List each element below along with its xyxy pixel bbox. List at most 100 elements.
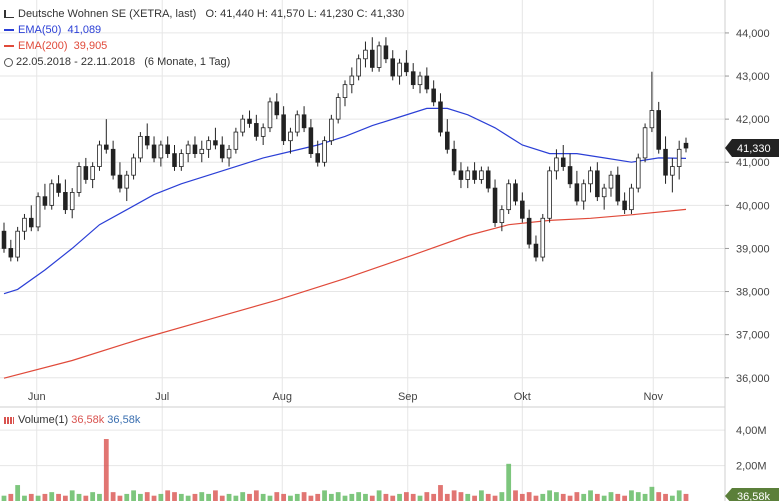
volume-value-red: 36,58k (71, 414, 105, 426)
volume-bar (144, 492, 150, 501)
volume-bar (22, 495, 27, 501)
candle (349, 67, 355, 94)
candle (179, 149, 184, 171)
candle-body (363, 49, 368, 60)
volume-bar (642, 493, 648, 501)
candle (247, 110, 252, 128)
candle (533, 235, 539, 262)
volume-bar (117, 495, 123, 501)
candle (560, 145, 566, 171)
volume-bar (376, 490, 382, 501)
candle-body (663, 148, 668, 176)
ema200-legend-icon (4, 45, 14, 48)
candle (663, 136, 668, 184)
volume-bar (649, 486, 655, 501)
candle-body (370, 49, 375, 68)
volume-bar (328, 493, 334, 501)
volume-bar (247, 493, 252, 501)
candle (233, 127, 239, 154)
y-tick-label: 36,000 (736, 373, 770, 385)
candle-body (417, 75, 423, 86)
candle-body (294, 114, 300, 133)
volume-bar (1, 495, 7, 501)
candle (117, 162, 123, 193)
candle (472, 162, 477, 184)
period-note: (6 Monate, 1 Tag) (144, 56, 231, 68)
candle-body (240, 118, 245, 133)
candle-body (376, 45, 382, 68)
candle (131, 153, 136, 180)
candle-body (158, 144, 164, 159)
volume-bar (444, 493, 450, 501)
candle-body (479, 170, 484, 180)
candle-body (356, 58, 361, 77)
candle (676, 140, 682, 180)
candle (342, 80, 348, 107)
volume-bar (28, 493, 34, 501)
candle-body (451, 148, 457, 172)
ema50-value: 41,089 (67, 24, 102, 36)
candle (506, 179, 511, 214)
volume-bar (465, 493, 471, 501)
volume-bar (90, 492, 96, 501)
candle-body (649, 110, 655, 129)
candle-body (588, 170, 593, 185)
candle-body (22, 217, 27, 232)
ohlc-values: O: 41,440 H: 41,570 L: 41,230 C: 41,330 (205, 8, 405, 20)
volume-bar (588, 490, 593, 501)
volume-bar (49, 492, 55, 501)
volume-bar (608, 492, 614, 501)
x-tick-label: Nov (643, 391, 663, 403)
candle (97, 140, 102, 171)
volume-bar (458, 492, 464, 501)
volume-bar (533, 495, 539, 501)
candle-body (642, 127, 648, 159)
candle (370, 37, 375, 72)
volume-bar (397, 493, 402, 501)
volume-bar (76, 493, 82, 501)
candle (445, 119, 450, 154)
candle (69, 188, 75, 219)
candle (595, 162, 600, 202)
candle (635, 153, 641, 193)
candle (226, 145, 232, 167)
ema200-line (3, 208, 687, 379)
candle (499, 205, 505, 232)
last-price-marker: 41,330 (725, 139, 779, 158)
candle-body (274, 101, 280, 116)
candle (240, 114, 245, 137)
volume-bar (8, 493, 14, 501)
candle (172, 145, 177, 171)
candle-body (110, 148, 116, 176)
candle (465, 166, 471, 189)
candle (329, 114, 334, 145)
volume-bar (97, 493, 102, 501)
volume-bar (15, 485, 21, 501)
volume-bar (615, 493, 621, 501)
volume-bar (281, 493, 287, 501)
clock-icon (4, 57, 13, 67)
candle (213, 127, 218, 150)
candle-body (138, 135, 143, 159)
candle (588, 166, 593, 193)
candle-body (315, 153, 320, 163)
candle-body (635, 157, 641, 189)
candle (83, 157, 89, 184)
volume-axis: 2,00M 4,00M (736, 425, 767, 472)
volume-bar (206, 493, 211, 501)
candle-body (172, 153, 177, 167)
y-tick-label: 39,000 (736, 243, 770, 255)
x-tick-label: Okt (514, 391, 531, 403)
y-tick-label: 41,000 (736, 157, 770, 169)
volume-bar (438, 485, 443, 501)
candle-body (131, 157, 136, 176)
ema200-legend: EMA(200) 39,905 (4, 39, 107, 53)
candle-body (513, 183, 518, 202)
volume-bar (540, 493, 546, 501)
candle (322, 136, 327, 167)
volume-bar (547, 490, 552, 501)
candle (308, 119, 314, 158)
candle (1, 222, 7, 253)
volume-bar (356, 492, 362, 501)
